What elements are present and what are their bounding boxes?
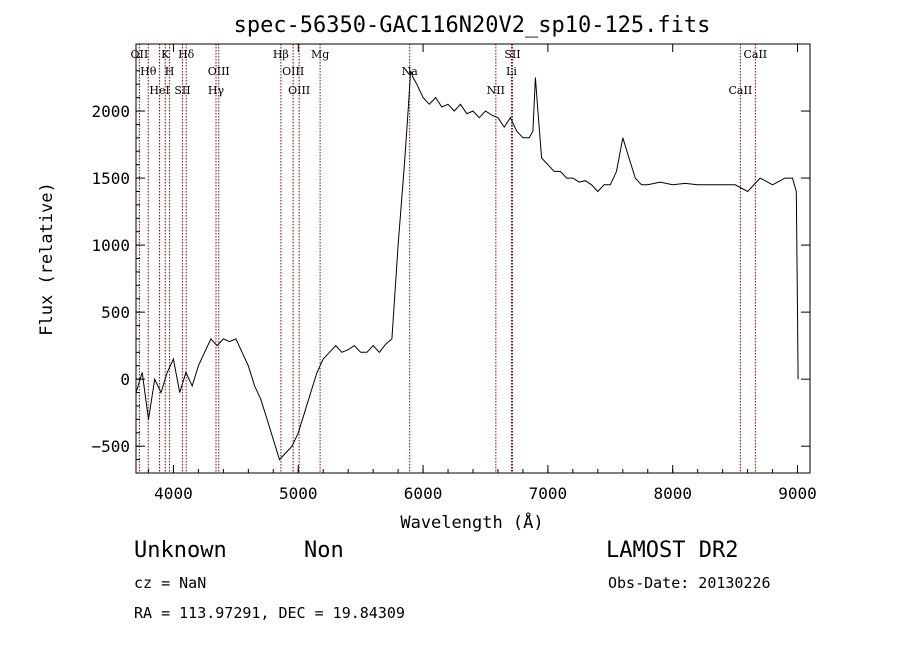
redshift-text: cz = NaN [134,574,207,592]
x-tick-label: 9000 [778,484,817,503]
y-axis-ticks: −500 0 500 1000 1500 2000 [91,56,810,461]
x-tick-label: 5000 [279,484,318,503]
line-label: K [161,48,170,61]
x-tick-label: 8000 [653,484,692,503]
x-tick-label: 6000 [404,484,443,503]
line-label: SII [504,48,520,61]
plot-frame [135,43,811,474]
line-label: H [165,65,175,78]
line-label: Hβ [273,48,289,61]
survey-name: LAMOST DR2 [606,538,739,563]
spectrum-series-line [135,70,799,461]
y-tick-label: 2000 [91,102,130,121]
line-label: Hθ [140,65,157,78]
x-axis-label: Wavelength (Å) [400,511,543,533]
y-tick-label: −500 [91,437,130,456]
line-label: Hγ [208,84,225,97]
x-axis-ticks: 4000 5000 6000 7000 8000 9000 [147,44,817,503]
line-label: OII [131,48,149,61]
y-tick-label: 1500 [91,169,130,188]
coordinates-text: RA = 113.97291, DEC = 19.84309 [134,604,405,622]
chart-title: spec-56350-GAC116N20V2_sp10-125.fits [234,13,711,38]
spectral-line-labels: OII Hθ HeI KH SII Hδ OIII Hγ Hβ OIII OIII Mg Na NII SI… [131,48,768,97]
line-label: CaII [743,48,767,61]
y-tick-label: 500 [101,303,130,322]
line-label: HeI [149,84,169,97]
y-tick-label: 0 [120,370,130,389]
line-label: CaII [729,84,753,97]
line-label: Li [506,65,517,78]
spectral-line-markers [138,44,756,473]
x-tick-label: 4000 [154,484,193,503]
y-tick-label: 1000 [91,236,130,255]
line-label: Hδ [178,48,195,61]
line-label: Mg [311,48,329,61]
line-label: NII [487,84,505,97]
line-label: Na [402,65,419,78]
line-label: OIII [288,84,310,97]
line-label: OIII [282,65,304,78]
line-label: SII [174,84,190,97]
y-axis-label: Flux (relative) [37,182,57,336]
line-label: OIII [208,65,230,78]
object-subclass: Non [304,538,344,563]
x-tick-label: 7000 [529,484,568,503]
object-class: Unknown [134,538,227,563]
observation-date: Obs-Date: 20130226 [608,574,771,592]
